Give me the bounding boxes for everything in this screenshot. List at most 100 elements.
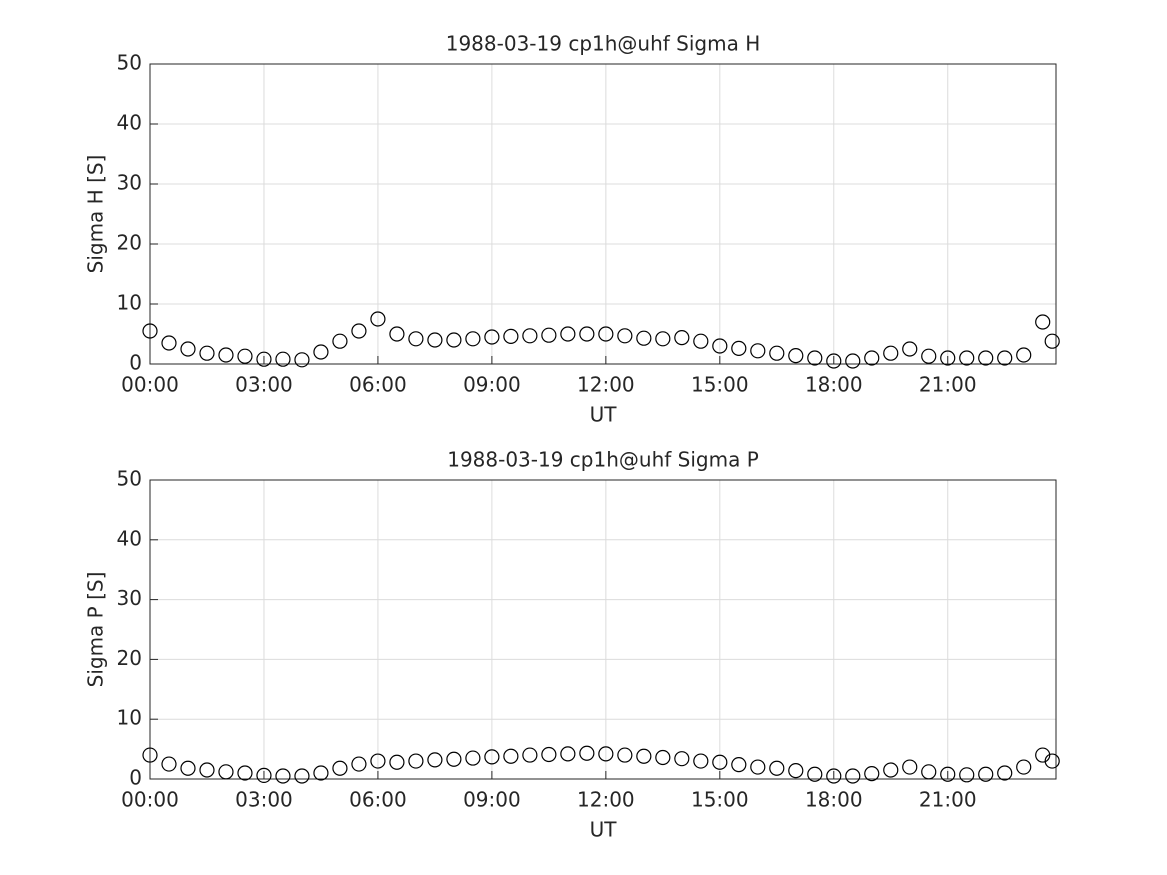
marker xyxy=(389,326,405,342)
marker xyxy=(446,332,462,348)
marker xyxy=(883,762,899,778)
x-tick-label: 18:00 xyxy=(805,373,863,397)
marker xyxy=(978,350,994,366)
x-tick-label: 03:00 xyxy=(235,373,293,397)
x-tick-label: 00:00 xyxy=(121,373,179,397)
x-tick-label: 12:00 xyxy=(577,373,635,397)
marker xyxy=(218,764,234,780)
marker xyxy=(503,748,519,764)
marker xyxy=(788,348,804,364)
marker xyxy=(902,341,918,357)
marker xyxy=(389,754,405,770)
marker xyxy=(617,328,633,344)
marker xyxy=(408,753,424,769)
marker xyxy=(864,350,880,366)
marker xyxy=(845,353,861,369)
marker xyxy=(332,333,348,349)
x-tick-label: 12:00 xyxy=(577,788,635,812)
marker xyxy=(807,350,823,366)
marker xyxy=(750,343,766,359)
marker xyxy=(560,746,576,762)
marker xyxy=(1044,753,1060,769)
marker xyxy=(465,750,481,766)
marker xyxy=(161,756,177,772)
x-tick-label: 15:00 xyxy=(691,788,749,812)
y-tick-label: 10 xyxy=(117,291,142,315)
x-axis-label: UT xyxy=(590,818,618,842)
marker xyxy=(598,326,614,342)
x-tick-label: 09:00 xyxy=(463,788,521,812)
marker xyxy=(256,351,272,367)
x-tick-label: 18:00 xyxy=(805,788,863,812)
marker xyxy=(579,745,595,761)
y-tick-label: 40 xyxy=(117,111,142,135)
marker xyxy=(617,747,633,763)
marker xyxy=(674,751,690,767)
y-tick-label: 20 xyxy=(117,646,142,670)
marker xyxy=(142,323,158,339)
marker xyxy=(712,754,728,770)
marker xyxy=(731,340,747,356)
marker xyxy=(864,766,880,782)
y-axis-label: Sigma H [S] xyxy=(84,155,108,274)
y-tick-label: 0 xyxy=(129,351,142,375)
chart-title: 1988-03-19 cp1h@uhf Sigma P xyxy=(447,448,759,472)
marker xyxy=(180,341,196,357)
y-tick-label: 40 xyxy=(117,526,142,550)
marker xyxy=(807,766,823,782)
marker xyxy=(275,351,291,367)
marker xyxy=(560,326,576,342)
marker xyxy=(256,767,272,784)
marker xyxy=(294,352,310,368)
marker xyxy=(522,328,538,344)
marker xyxy=(541,327,557,343)
x-tick-label: 00:00 xyxy=(121,788,179,812)
marker xyxy=(883,345,899,361)
marker xyxy=(199,345,215,361)
marker xyxy=(313,765,329,781)
y-tick-label: 30 xyxy=(117,171,142,195)
marker xyxy=(446,751,462,767)
marker xyxy=(484,329,500,345)
marker xyxy=(636,748,652,764)
marker xyxy=(693,333,709,349)
marker xyxy=(161,335,177,351)
x-tick-label: 09:00 xyxy=(463,373,521,397)
x-tick-label: 06:00 xyxy=(349,373,407,397)
marker xyxy=(997,765,1013,781)
marker xyxy=(1016,759,1032,775)
marker xyxy=(978,766,994,782)
marker xyxy=(921,348,937,364)
marker xyxy=(370,753,386,769)
marker xyxy=(845,768,861,784)
marker xyxy=(750,759,766,775)
marker xyxy=(351,323,367,339)
axes-box xyxy=(149,479,1057,780)
marker xyxy=(788,763,804,779)
marker xyxy=(579,326,595,342)
x-axis-label: UT xyxy=(590,403,618,427)
marker xyxy=(351,756,367,772)
marker xyxy=(142,747,158,763)
marker xyxy=(902,759,918,775)
marker xyxy=(959,350,975,366)
marker xyxy=(769,345,785,361)
y-tick-label: 50 xyxy=(117,51,142,75)
marker xyxy=(636,330,652,346)
marker xyxy=(503,328,519,344)
marker xyxy=(294,768,310,784)
x-tick-label: 06:00 xyxy=(349,788,407,812)
x-tick-label: 03:00 xyxy=(235,788,293,812)
marker xyxy=(1016,347,1032,363)
marker xyxy=(199,762,215,778)
marker xyxy=(921,764,937,780)
subplot: 0 10 20 30 40 50 00:00 03:00 06:00 09:00 12:00 15:0… xyxy=(84,448,1060,842)
marker xyxy=(826,768,842,784)
marker xyxy=(655,749,671,766)
marker xyxy=(332,760,348,776)
marker xyxy=(218,347,234,363)
marker xyxy=(1044,333,1060,349)
y-axis-label: Sigma P [S] xyxy=(84,572,108,688)
marker xyxy=(674,330,690,346)
